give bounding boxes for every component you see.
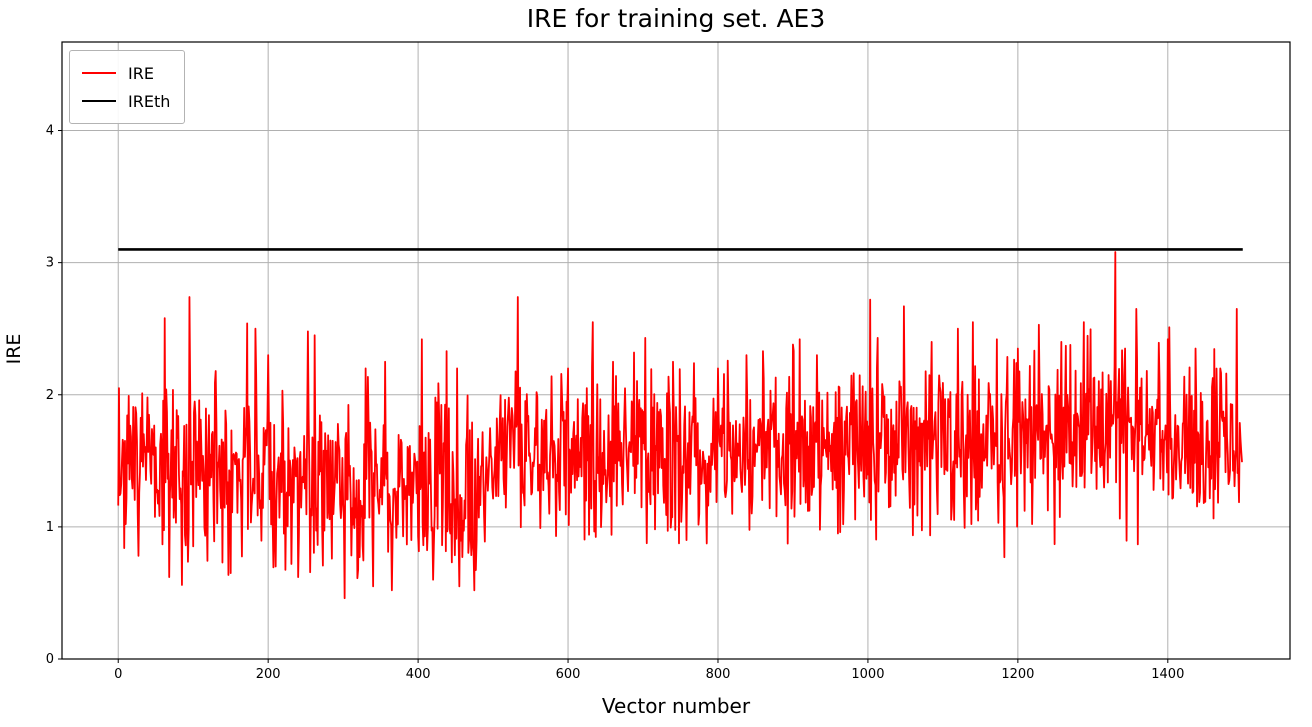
legend-label: IREth xyxy=(128,91,171,111)
y-tick-label: 4 xyxy=(46,124,54,139)
series-line-ire xyxy=(117,251,1243,600)
legend: IRE IREth xyxy=(69,50,186,124)
x-tick-label: 1200 xyxy=(1001,667,1034,682)
chart-title: IRE for training set. AE3 xyxy=(526,4,826,33)
x-axis-label: Vector number xyxy=(601,694,751,718)
x-tick-label: 200 xyxy=(256,667,281,682)
x-tick-label: 800 xyxy=(706,667,731,682)
x-tick-label: 400 xyxy=(406,667,431,682)
x-tick-label: 1400 xyxy=(1151,667,1184,682)
legend-label: IRE xyxy=(128,63,154,83)
plot-border xyxy=(61,41,1291,660)
x-tick-label: 600 xyxy=(556,667,581,682)
y-tick-label: 0 xyxy=(46,652,54,667)
y-tick-label: 2 xyxy=(46,388,54,403)
x-tick-label: 1000 xyxy=(851,667,884,682)
legend-line-sample xyxy=(82,72,116,74)
legend-item-ireth: IREth xyxy=(82,87,170,115)
x-tick-label: 0 xyxy=(114,667,122,682)
y-tick-label: 3 xyxy=(46,256,54,271)
legend-line-sample xyxy=(82,100,116,102)
legend-item-ire: IRE xyxy=(82,59,170,87)
y-tick-label: 1 xyxy=(46,520,54,535)
